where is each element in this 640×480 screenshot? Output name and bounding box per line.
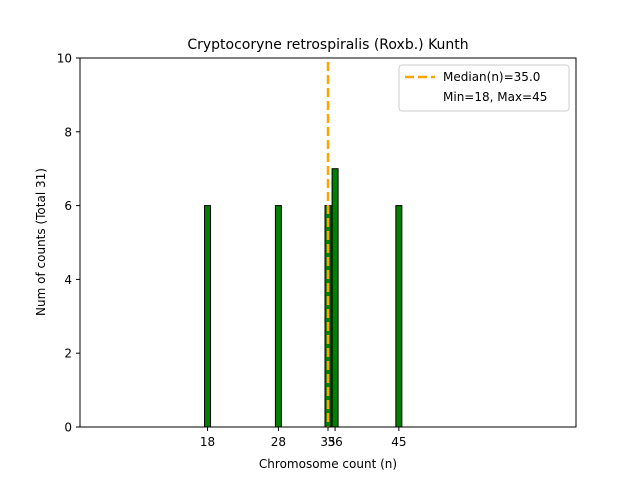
y-tick-label: 6: [64, 199, 72, 213]
bar-36: [331, 168, 339, 428]
x-tick-label: 28: [271, 435, 286, 449]
y-tick-label: 0: [64, 421, 72, 435]
x-tick-label: 18: [200, 435, 215, 449]
legend-entry-range: Min=18, Max=45: [443, 90, 547, 104]
y-axis-ticks: 0 2 4 6 8 10: [57, 52, 80, 435]
y-tick-label: 8: [64, 125, 72, 139]
legend-box: [398, 64, 570, 112]
x-tick-label: 45: [391, 435, 406, 449]
y-axis-label: Num of counts (Total 31): [34, 168, 48, 316]
bar-45: [395, 205, 403, 428]
x-tick-label: 35: [320, 435, 335, 449]
legend: Median(n)=35.0 Min=18, Max=45: [398, 64, 570, 112]
bar-28: [274, 205, 282, 428]
bar-18: [204, 205, 212, 428]
x-axis-label: Chromosome count (n): [259, 457, 397, 471]
y-tick-label: 10: [57, 52, 72, 66]
chart-title: Cryptocoryne retrospiralis (Roxb.) Kunth: [187, 37, 468, 53]
legend-entry-median: Median(n)=35.0: [443, 70, 540, 84]
y-tick-label: 2: [64, 347, 72, 361]
x-tick-label: 36: [327, 435, 342, 449]
y-tick-label: 4: [64, 273, 72, 287]
